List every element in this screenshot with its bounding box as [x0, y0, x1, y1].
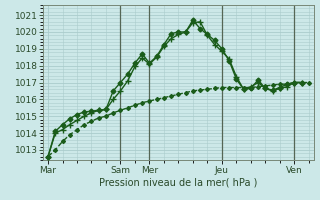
X-axis label: Pression niveau de la mer( hPa ): Pression niveau de la mer( hPa ) [99, 177, 258, 187]
